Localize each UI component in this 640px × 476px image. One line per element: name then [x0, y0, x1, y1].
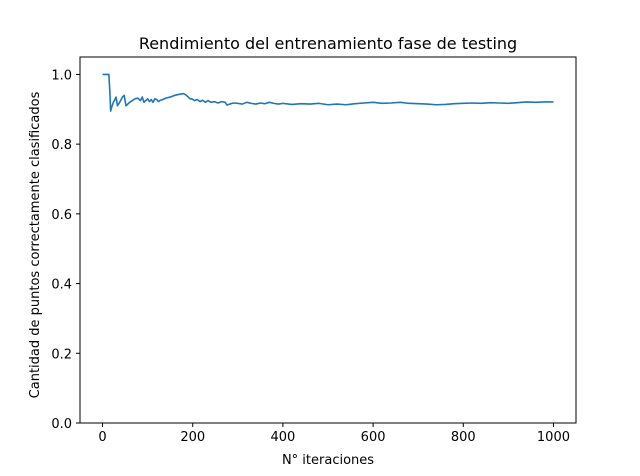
x-tick-label: 1000: [537, 430, 570, 445]
x-tick-label: 0: [98, 430, 106, 445]
chart-title: Rendimiento del entrenamiento fase de te…: [139, 34, 517, 53]
y-tick-label: 0.2: [51, 347, 72, 362]
x-tick-label: 200: [180, 430, 205, 445]
y-axis: 0.0 0.2 0.4 0.6 0.8 1.0: [51, 68, 80, 432]
x-tick-label: 400: [270, 430, 295, 445]
x-tick-label: 800: [451, 430, 476, 445]
y-tick-label: 0.0: [51, 417, 72, 432]
y-tick-label: 0.4: [51, 278, 72, 293]
series-line: [102, 73, 554, 112]
y-axis-title: Cantidad de puntos correctamente clasifi…: [28, 91, 43, 398]
x-axis-title: N° iteraciones: [282, 453, 374, 468]
y-tick-label: 1.0: [51, 68, 72, 83]
x-tick-label: 600: [361, 430, 386, 445]
y-tick-label: 0.6: [51, 208, 72, 223]
y-tick-label: 0.8: [51, 138, 72, 153]
x-axis: 0 200 400 600 800 1000: [98, 423, 570, 445]
plot-area-frame: [79, 56, 577, 424]
